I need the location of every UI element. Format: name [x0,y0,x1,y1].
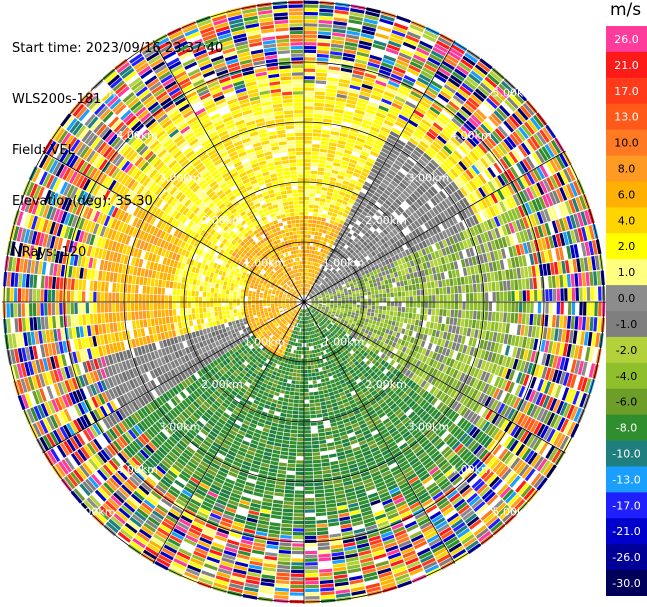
range-label: 1.00km [244,336,286,349]
colorbar-swatch [606,362,647,390]
colorbar-label: -26.0 [612,551,640,564]
colorbar-label: -30.0 [612,577,640,590]
colorbar-swatch [606,207,647,234]
colorbar-unit: m/s [610,0,642,20]
colorbar-swatch [606,492,647,519]
colorbar-swatch [606,544,647,571]
colorbar-label: -4.0 [616,370,637,383]
colorbar-label: 1.0 [618,266,636,279]
colorbar-swatch [606,570,647,596]
colorbar-swatch [606,233,647,260]
colorbar-swatch [606,77,647,105]
range-label: 3.00km [408,420,450,433]
field-label: Field: VEL [12,143,75,158]
colorbar-label: 26.0 [614,33,639,46]
range-label: 5.00km [74,505,116,518]
colorbar-label: 2.0 [618,240,636,253]
azimuth-spoke [42,150,305,303]
range-label: 4.00km [116,463,158,476]
range-label: 1.00km [323,256,365,269]
ppi-gates [2,0,606,604]
metadata-panel: Start time: 2023/09/16 23:37:40 WLS200s-… [12,6,223,278]
colorbar-swatch [606,311,647,338]
range-label: 1.00km [323,336,365,349]
colorbar-label: 4.0 [618,214,636,227]
colorbar-label: -2.0 [616,344,637,357]
range-label: 2.00km [365,214,407,227]
colorbar-label: -1.0 [616,318,637,331]
colorbar-label: 10.0 [614,137,639,150]
colorbar-swatch [606,155,647,182]
colorbar-swatch [606,414,647,442]
nrays-label: NRays: 120 [12,245,87,260]
colorbar-label: 17.0 [614,85,639,98]
range-labels: 1.00km 2.00km 3.00km 4.00km 5.00km 1.00km 2.00… [74,87,534,519]
colorbar-swatch [606,336,647,364]
colorbar-swatch [606,466,647,493]
colorbar-label: 0.0 [618,292,636,305]
range-label: 2.00km [365,378,407,391]
velocity-colorbar: 26.0 21.0 17.0 13.0 10.0 8.0 6.0 4.0 2.0 1.0 0.0 -1… [606,26,647,596]
colorbar-swatch [606,388,647,416]
colorbar-swatch [606,103,647,131]
range-label: 3.00km [159,172,201,185]
colorbar-swatch [606,440,647,467]
colorbar-swatch [606,26,647,53]
colorbar-swatch [606,129,647,157]
range-label: 4.00km [116,129,158,142]
range-label: 2.00km [201,214,243,227]
colorbar-swatch [606,518,647,545]
range-label: 1.00km [244,256,286,269]
azimuth-spokes [2,0,606,604]
range-label: 5.00km [493,505,535,518]
range-label: 3.00km [408,172,450,185]
azimuth-spoke [303,150,566,303]
azimuth-spoke [152,40,305,303]
range-label: 4.00km [450,463,492,476]
colorbar-swatch [606,51,647,79]
colorbar-label: 21.0 [614,59,639,72]
azimuth-spoke [42,301,305,454]
colorbar-label: 6.0 [618,188,636,201]
colorbar-label: 8.0 [618,163,636,176]
start-time-label: Start time: 2023/09/16 23:37:40 [12,41,224,56]
range-label: 2.00km [201,378,243,391]
range-label: 5.00km [74,87,116,100]
colorbar-swatch [606,259,647,286]
colorbar-label: -17.0 [612,499,640,512]
azimuth-spoke [303,301,566,454]
range-label: 3.00km [159,420,201,433]
colorbar-label: -21.0 [612,525,640,538]
range-label: 4.00km [450,129,492,142]
colorbar-label: -8.0 [616,422,637,435]
station-label: WLS200s-181 [12,92,102,107]
colorbar-swatch [606,285,647,312]
colorbar-label: 13.0 [614,111,639,124]
colorbar-swatch [606,181,647,208]
elevation-label: Elevation(deg): 35.30 [12,194,153,209]
range-label: 5.00km [493,87,535,100]
colorbar-label: -10.0 [612,448,640,461]
azimuth-spoke [303,40,456,303]
colorbar-label: -13.0 [612,473,640,486]
azimuth-spoke [152,301,305,564]
colorbar-label: -6.0 [616,396,637,409]
azimuth-spoke [303,301,456,564]
